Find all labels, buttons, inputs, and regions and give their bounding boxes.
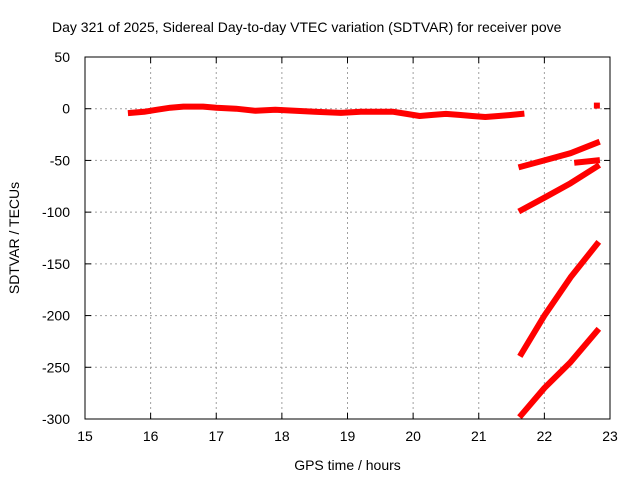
x-tick-label: 16 xyxy=(143,428,159,444)
chart-title: Day 321 of 2025, Sidereal Day-to-day VTE… xyxy=(52,19,562,35)
series-6-point xyxy=(593,102,600,109)
x-tick-label: 23 xyxy=(602,428,618,444)
series-3-line xyxy=(517,162,602,215)
y-axis-title: SDTVAR / TECUs xyxy=(6,182,22,294)
y-tick-label: -300 xyxy=(42,411,70,427)
y-tick-label: 50 xyxy=(54,49,70,65)
x-tick-label: 19 xyxy=(340,428,356,444)
series-1-line xyxy=(517,138,601,171)
x-axis-title: GPS time / hours xyxy=(294,457,401,473)
x-tick-label: 20 xyxy=(405,428,421,444)
x-tick-label: 22 xyxy=(537,428,553,444)
y-tick-label: -150 xyxy=(42,256,70,272)
series-5-line xyxy=(517,326,602,420)
x-tick-label: 21 xyxy=(471,428,487,444)
series-4-line xyxy=(517,239,602,358)
tick-layer: 15 16 17 18 19 20 21 22 23 50 0 -50 -100 -150 -200 -250… xyxy=(42,49,618,444)
x-tick-label: 18 xyxy=(274,428,290,444)
y-tick-label: -100 xyxy=(42,204,70,220)
y-tick-label: -200 xyxy=(42,308,70,324)
y-tick-label: 0 xyxy=(62,101,70,117)
x-tick-label: 17 xyxy=(208,428,224,444)
series-2-line xyxy=(573,157,601,166)
data-layer xyxy=(127,102,602,420)
y-tick-label: -250 xyxy=(42,359,70,375)
x-tick-label: 15 xyxy=(77,428,93,444)
y-tick-label: -50 xyxy=(50,152,70,168)
series-0-line xyxy=(127,103,525,120)
